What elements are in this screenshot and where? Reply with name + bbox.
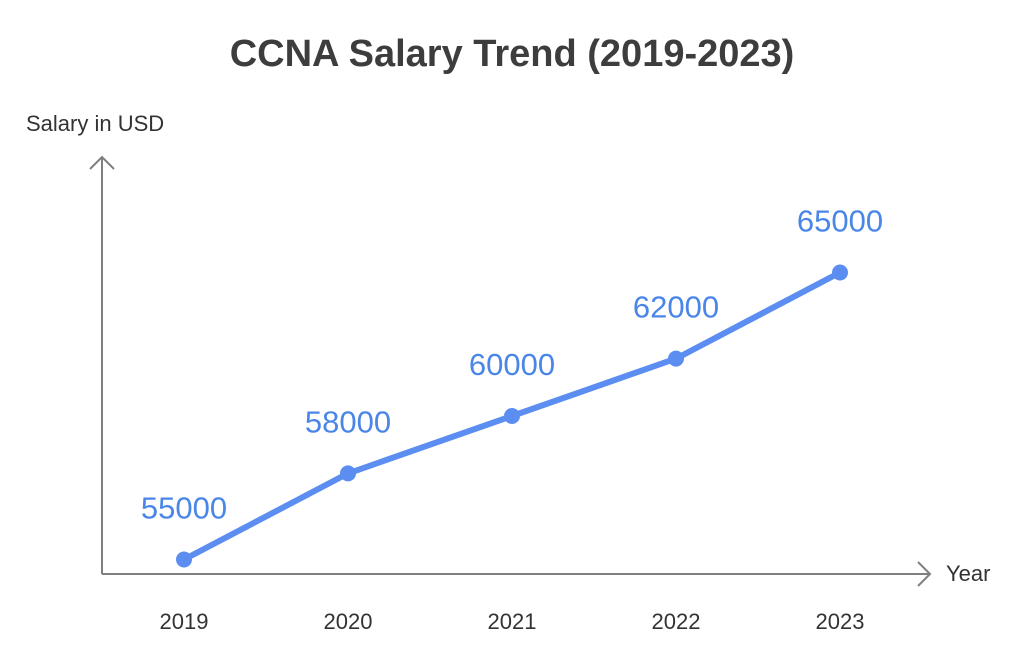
chart-title: CCNA Salary Trend (2019-2023): [230, 33, 795, 75]
x-tick-labels: 2019 2020 2021 2022 2023: [160, 609, 865, 634]
data-point-2019: [176, 551, 192, 568]
data-label-2020: 58000: [305, 404, 391, 439]
data-labels: 55000 58000 60000 62000 65000: [141, 204, 883, 526]
y-axis-label: Salary in USD: [26, 111, 164, 136]
data-label-2021: 60000: [469, 347, 555, 382]
data-point-2021: [504, 408, 520, 424]
data-label-2023: 65000: [797, 204, 883, 239]
x-tick-label-2020: 2020: [324, 609, 373, 634]
x-tick-label-2021: 2021: [488, 609, 537, 634]
y-axis: [89, 155, 115, 574]
x-axis-label: Year: [946, 561, 990, 586]
data-label-2022: 62000: [633, 290, 719, 325]
data-points: [176, 264, 848, 568]
x-axis: [102, 561, 932, 587]
data-label-2019: 55000: [141, 491, 227, 526]
data-point-2020: [340, 465, 356, 482]
x-tick-label-2019: 2019: [160, 609, 209, 634]
x-tick-label-2023: 2023: [816, 609, 865, 634]
x-tick-label-2022: 2022: [652, 609, 701, 634]
data-point-2023: [832, 264, 848, 281]
data-point-2022: [668, 350, 684, 367]
